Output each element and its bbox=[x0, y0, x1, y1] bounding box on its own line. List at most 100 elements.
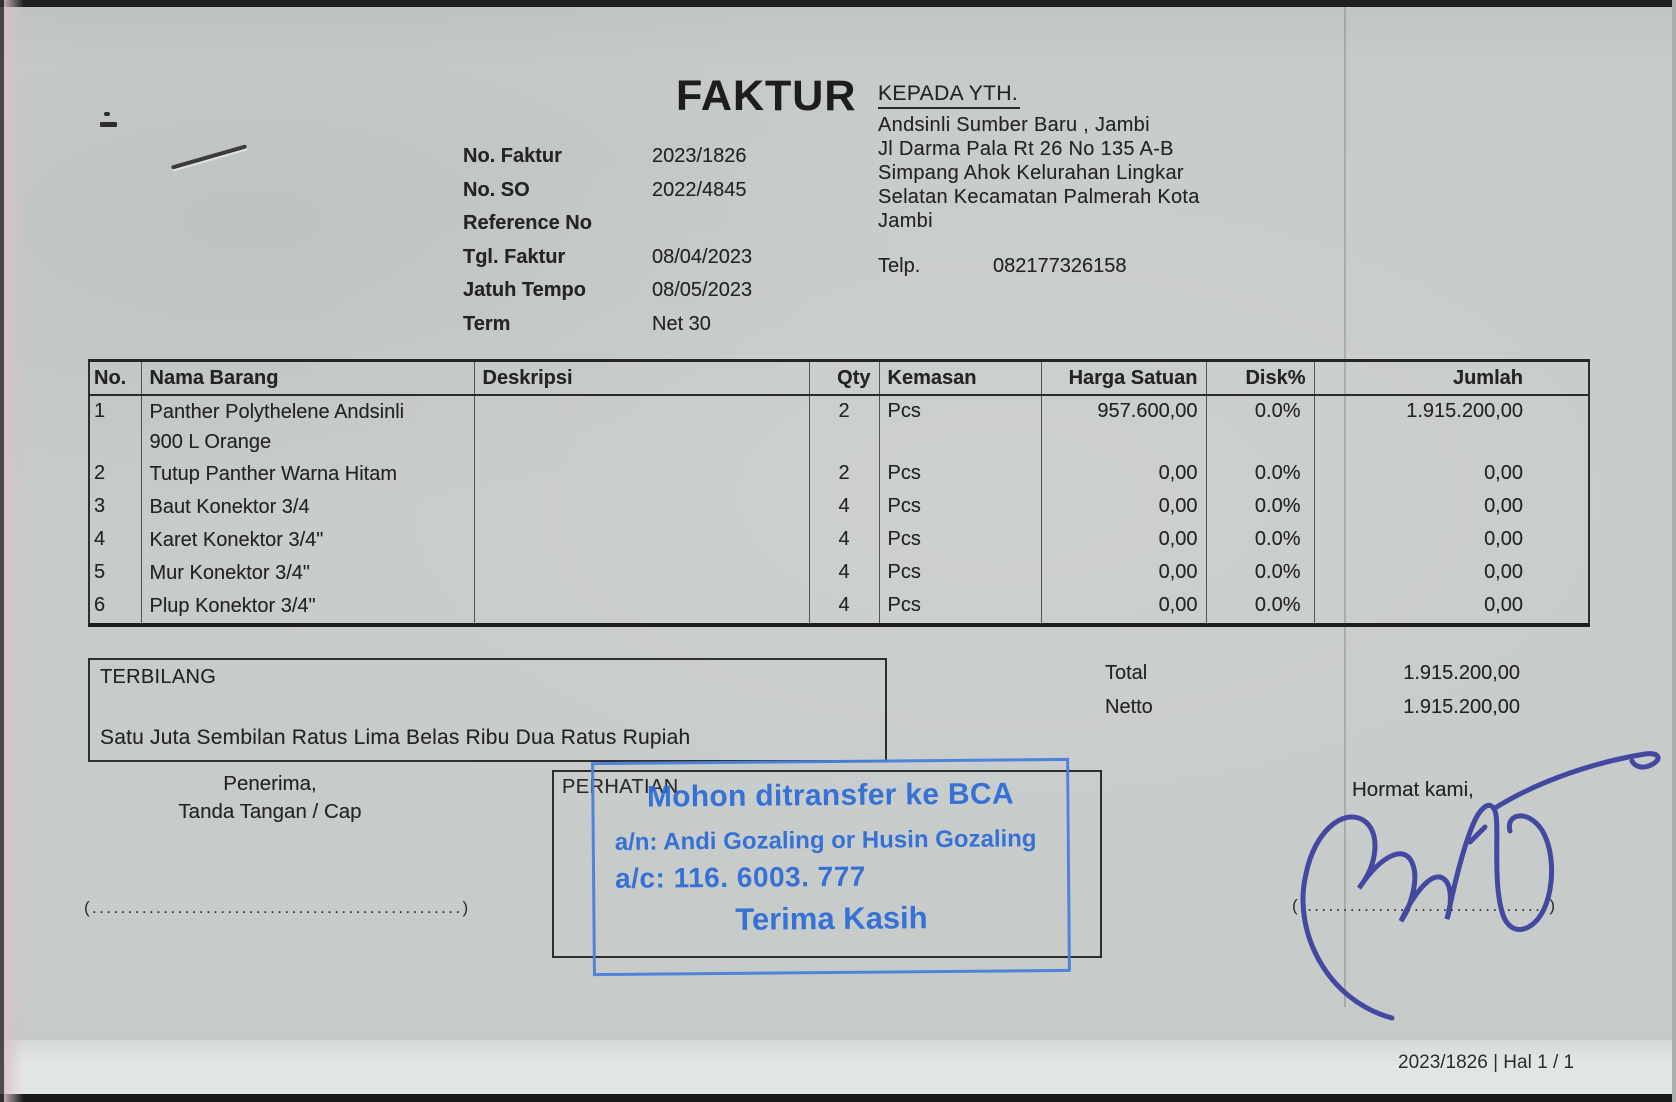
cell-disk: 0.0% bbox=[1205, 491, 1314, 524]
meta-value bbox=[652, 207, 883, 241]
cell-harga: 0,00 bbox=[1040, 491, 1206, 524]
recipient-address-line: Simpang Ahok Kelurahan Lingkar bbox=[878, 162, 1184, 184]
receiver-line2: Tanda Tangan / Cap bbox=[178, 800, 362, 823]
cell-harga: 957.600,00 bbox=[1040, 395, 1206, 458]
cell-kemasan: Pcs bbox=[878, 458, 1041, 491]
cell-kemasan: Pcs bbox=[878, 557, 1041, 590]
cell-nama: Mur Konektor 3/4" bbox=[140, 557, 474, 590]
cell-qty: 2 bbox=[808, 458, 879, 491]
cell-nama: Tutup Panther Warna Hitam bbox=[140, 458, 474, 491]
cell-kemasan: Pcs bbox=[878, 395, 1041, 458]
table-row: 1 Panther Polythelene Andsinli 900 L Oran… bbox=[89, 395, 1589, 458]
recipient-address-line: Andsinli Sumber Baru , Jambi bbox=[878, 114, 1150, 136]
total-value: 1.915.200,00 bbox=[1403, 662, 1520, 684]
scan-bottom-edge bbox=[0, 1094, 1676, 1102]
page-footer: 2023/1826 | Hal 1 / 1 bbox=[1398, 1052, 1575, 1073]
cell-deskripsi bbox=[473, 590, 809, 625]
items-table-header: No. Nama Barang Deskripsi Qty Kemasan Ha… bbox=[89, 360, 1589, 396]
meta-label: Reference No bbox=[463, 212, 592, 234]
recipient-address-line: Jambi bbox=[878, 210, 933, 232]
cell-no: 5 bbox=[94, 561, 106, 583]
terbilang-text: Satu Juta Sembilan Ratus Lima Belas Ribu… bbox=[100, 726, 691, 749]
items-table-body: 1 Panther Polythelene Andsinli 900 L Oran… bbox=[89, 395, 1589, 625]
meta-value: 08/04/2023 bbox=[652, 245, 753, 268]
items-table: No. Nama Barang Deskripsi Qty Kemasan Ha… bbox=[88, 359, 1590, 627]
table-row: 3 Baut Konektor 3/4 4 Pcs 0,00 0.0% 0,00 bbox=[89, 491, 1589, 524]
cell-jumlah: 1.915.200,00 bbox=[1313, 395, 1589, 458]
receiver-signature-line: (.......................................… bbox=[84, 898, 471, 917]
col-header-no: No. bbox=[89, 360, 141, 396]
cell-nama: Panther Polythelene Andsinli 900 L Orang… bbox=[140, 395, 474, 458]
col-header-jumlah: Jumlah bbox=[1313, 360, 1589, 396]
scan-left-edge bbox=[0, 0, 4, 1102]
bank-transfer-stamp: Mohon ditransfer ke BCA a/n: Andi Gozali… bbox=[591, 757, 1071, 977]
invoice-title: FAKTUR bbox=[676, 72, 857, 120]
meta-value: 2023/1826 bbox=[652, 145, 747, 167]
cell-disk: 0.0% bbox=[1205, 458, 1314, 491]
stamp-thanks-line: Terima Kasih bbox=[735, 900, 928, 937]
cell-qty: 4 bbox=[808, 491, 879, 524]
cell-disk: 0.0% bbox=[1205, 395, 1314, 458]
table-row: 5 Mur Konektor 3/4" 4 Pcs 0,00 0.0% 0,00 bbox=[89, 557, 1589, 590]
recipient-address-line: Jl Darma Pala Rt 26 No 135 A-B bbox=[878, 138, 1174, 160]
receiver-line1: Penerima, bbox=[223, 772, 317, 795]
cell-deskripsi bbox=[473, 524, 809, 557]
ink-dash-mark bbox=[100, 122, 117, 127]
netto-value: 1.915.200,00 bbox=[1403, 696, 1520, 718]
cell-qty: 4 bbox=[808, 524, 879, 557]
recipient-block: KEPADA YTH. Andsinli Sumber Baru , Jambi… bbox=[878, 82, 1308, 278]
cell-disk: 0.0% bbox=[1205, 557, 1314, 590]
table-row: 6 Plup Konektor 3/4" 4 Pcs 0,00 0.0% 0,00 bbox=[89, 590, 1589, 625]
meta-label: No. Faktur bbox=[463, 145, 562, 167]
cell-disk: 0.0% bbox=[1205, 590, 1314, 625]
cell-deskripsi bbox=[473, 395, 809, 458]
scan-top-edge bbox=[0, 0, 1676, 7]
meta-value: 08/05/2023 bbox=[652, 279, 753, 301]
phone-row: Telp. 082177326158 bbox=[878, 255, 1308, 278]
cell-deskripsi bbox=[473, 458, 809, 491]
cell-kemasan: Pcs bbox=[878, 590, 1041, 625]
scan-right-edge bbox=[1672, 0, 1676, 1102]
sender-signature-line: ( ................................. ) bbox=[1292, 896, 1558, 915]
total-label: Total bbox=[1105, 662, 1148, 684]
cell-jumlah: 0,00 bbox=[1313, 524, 1589, 557]
cell-no: 2 bbox=[94, 462, 106, 484]
cell-harga: 0,00 bbox=[1040, 458, 1206, 491]
invoice-meta: No. Faktur 2023/1826 No. SO 2022/4845 Re… bbox=[463, 140, 883, 341]
cell-jumlah: 0,00 bbox=[1313, 458, 1589, 491]
receiver-signature-block: Penerima, Tanda Tangan / Cap bbox=[110, 770, 430, 826]
cell-no: 6 bbox=[94, 594, 106, 616]
cell-no: 3 bbox=[94, 495, 106, 517]
cell-jumlah: 0,00 bbox=[1313, 491, 1589, 524]
stamp-account-number: a/c: 116. 6003. 777 bbox=[614, 860, 867, 894]
col-header-harga-satuan: Harga Satuan bbox=[1040, 360, 1206, 396]
table-row: 4 Karet Konektor 3/4" 4 Pcs 0,00 0.0% 0,00 bbox=[89, 524, 1589, 557]
recipient-heading: KEPADA YTH. bbox=[878, 82, 1021, 109]
netto-label: Netto bbox=[1105, 696, 1153, 718]
cell-deskripsi bbox=[473, 491, 809, 524]
sender-signature-label: Hormat kami, bbox=[1352, 778, 1474, 801]
cell-harga: 0,00 bbox=[1040, 590, 1206, 625]
recipient-address-line: Selatan Kecamatan Palmerah Kota bbox=[878, 186, 1200, 208]
col-header-qty: Qty bbox=[808, 360, 879, 396]
terbilang-label: TERBILANG bbox=[100, 666, 217, 688]
meta-label: Tgl. Faktur bbox=[463, 245, 566, 268]
attention-label: PERHATIAN bbox=[562, 776, 679, 798]
meta-label: No. SO bbox=[463, 178, 530, 201]
cell-harga: 0,00 bbox=[1040, 524, 1206, 557]
col-header-kemasan: Kemasan bbox=[878, 360, 1041, 396]
cell-qty: 4 bbox=[808, 590, 879, 625]
cell-kemasan: Pcs bbox=[878, 491, 1041, 524]
meta-label: Term bbox=[463, 312, 511, 335]
cell-qty: 2 bbox=[808, 395, 879, 458]
cell-nama: Karet Konektor 3/4" bbox=[140, 524, 474, 557]
terbilang-box: TERBILANG Satu Juta Sembilan Ratus Lima … bbox=[88, 658, 887, 762]
col-header-disk: Disk% bbox=[1205, 360, 1314, 396]
cell-disk: 0.0% bbox=[1205, 524, 1314, 557]
ink-speck bbox=[104, 112, 110, 116]
col-header-deskripsi: Deskripsi bbox=[473, 360, 809, 396]
cell-nama: Baut Konektor 3/4 bbox=[140, 491, 474, 524]
table-row: 2 Tutup Panther Warna Hitam 2 Pcs 0,00 0.0% 0,… bbox=[89, 458, 1589, 491]
phone-number: 082177326158 bbox=[993, 255, 1127, 277]
meta-label: Jatuh Tempo bbox=[463, 279, 586, 301]
